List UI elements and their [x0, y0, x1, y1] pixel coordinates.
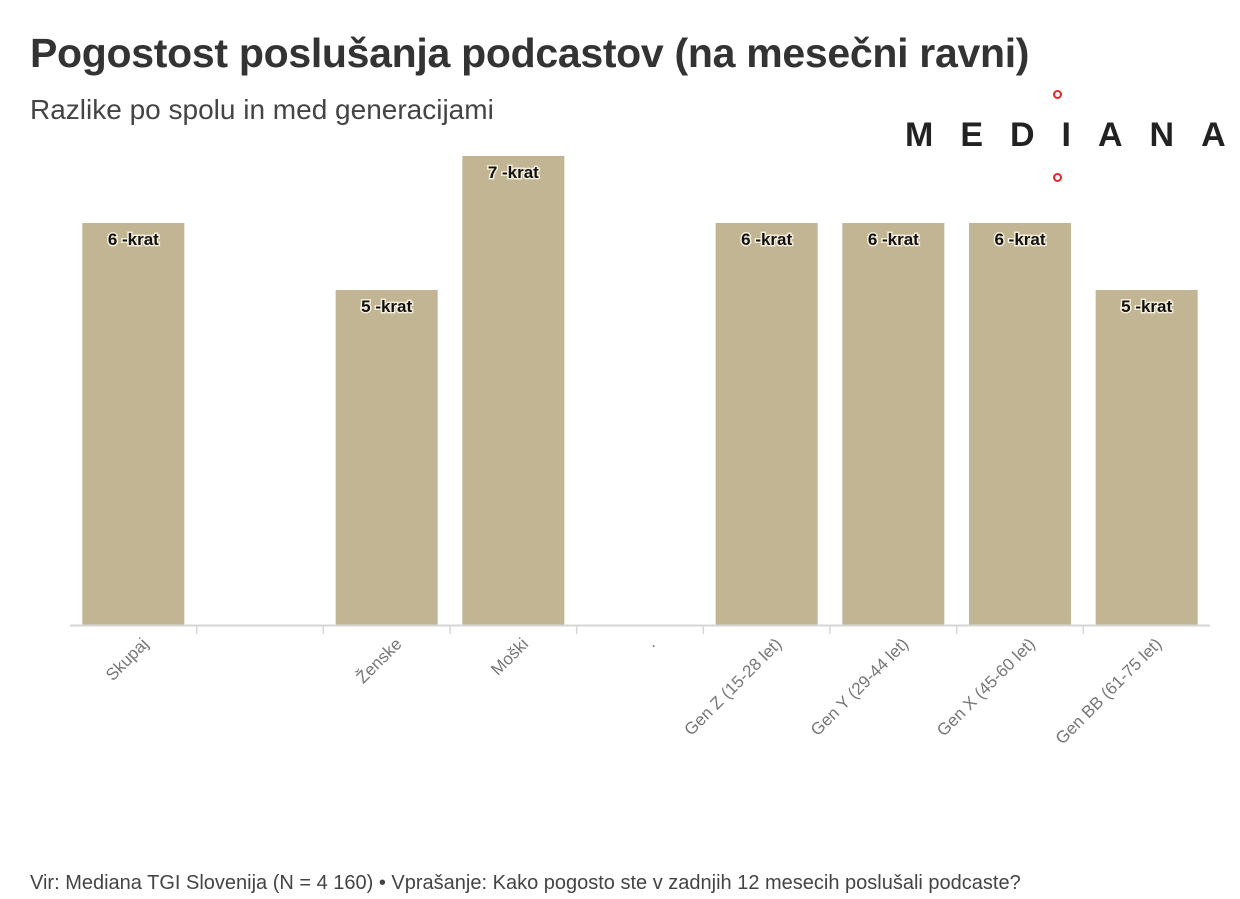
x-tick-label: Ženske: [353, 634, 406, 687]
x-tick-label: Moški: [487, 634, 532, 679]
source-footnote: Vir: Mediana TGI Slovenija (N = 4 160) •…: [30, 872, 1021, 894]
logo-dot-top-icon: [1053, 90, 1062, 99]
bar-value-label: 6 -krat: [108, 230, 159, 249]
bar: [842, 223, 945, 625]
bar: [82, 223, 185, 625]
x-tick-label: .: [642, 634, 659, 651]
x-tick-label: Gen Y (29-44 let): [807, 634, 912, 739]
bar: [335, 290, 438, 625]
bar: [969, 223, 1071, 625]
bar-chart: 6 -krat 5 -krat 7 -krat 6 -krat 6 -krat 6 -kr…: [70, 156, 1210, 748]
chart-subtitle: Razlike po spolu in med generacijami: [30, 94, 494, 125]
logo-dot-bottom-icon: [1053, 173, 1062, 182]
x-tick-label: Gen Z (15-28 let): [681, 634, 786, 739]
bar: [715, 223, 818, 625]
x-tick-label: Skupaj: [102, 634, 152, 684]
bar-value-label: 6 -krat: [741, 230, 792, 249]
chart-title: Pogostost poslušanja podcastov (na meseč…: [30, 30, 1030, 76]
bar: [1095, 290, 1198, 625]
bar-value-label: 6 -krat: [868, 230, 919, 249]
bar-value-label: 5 -krat: [1121, 297, 1172, 316]
bar-value-label: 7 -krat: [488, 163, 539, 182]
logo-text: MEDIANA: [905, 116, 1240, 154]
x-tick-label: Gen X (45-60 let): [933, 634, 1039, 740]
bar-value-label: 5 -krat: [361, 297, 412, 316]
bar-value-label: 6 -krat: [994, 230, 1045, 249]
bar: [462, 156, 565, 625]
mediana-logo: MEDIANA: [905, 88, 1226, 188]
x-tick-label: Gen BB (61-75 let): [1052, 634, 1166, 748]
